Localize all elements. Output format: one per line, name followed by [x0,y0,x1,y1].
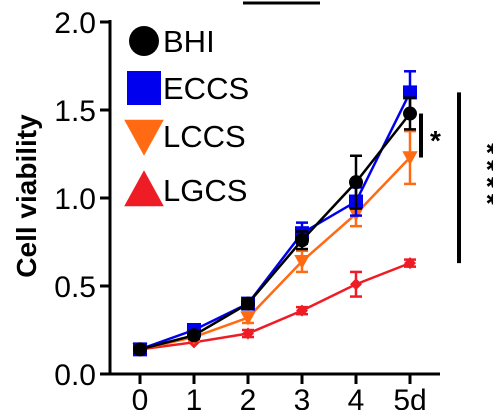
series-line [140,263,410,349]
legend-label: LGCS [163,173,247,208]
legend-marker [127,71,161,105]
legend-label: BHI [163,24,215,59]
significance-label-large: **** [472,143,493,211]
x-tick-label: 3 [294,384,311,410]
x-tick-label: 4 [348,384,365,410]
x-tick-label: 2 [240,384,257,410]
y-axis-title: Cell viability [11,114,42,278]
series-layer [132,71,417,357]
y-tick-label: 1.0 [54,183,96,216]
y-tick-label: 0.0 [54,359,96,392]
significance-label-small: * [430,125,441,156]
legend-label: LCCS [163,119,246,154]
legend-item-lccs: LCCS [124,119,246,156]
axes: 0.0 0.5 1.0 1.5 2.0 0 1 2 3 4 5d [54,7,440,410]
significance-annotations: ***** [421,92,493,263]
legend-item-lgcs: LGCS [124,170,247,208]
legend-label: ECCS [163,71,249,106]
legend-marker [124,120,164,156]
data-point [350,278,362,290]
y-tick-label: 1.5 [54,95,96,128]
data-point [403,107,417,121]
x-tick-label: 5d [393,384,426,410]
legend-item-bhi: BHI [129,24,215,59]
data-point [295,233,309,247]
x-tick-label: 1 [186,384,203,410]
x-tick-label: 0 [132,384,149,410]
legend-marker [129,26,159,56]
data-point [187,328,201,342]
legend-item-eccs: ECCS [127,71,249,106]
data-point [241,297,255,311]
legend: BHI ECCS LCCS LGCS [124,24,249,208]
data-point [349,175,363,189]
y-tick-label: 2.0 [54,7,96,40]
y-tick-label: 0.5 [54,271,96,304]
series-eccs [133,71,417,356]
data-point [133,342,147,356]
legend-marker [124,170,164,206]
